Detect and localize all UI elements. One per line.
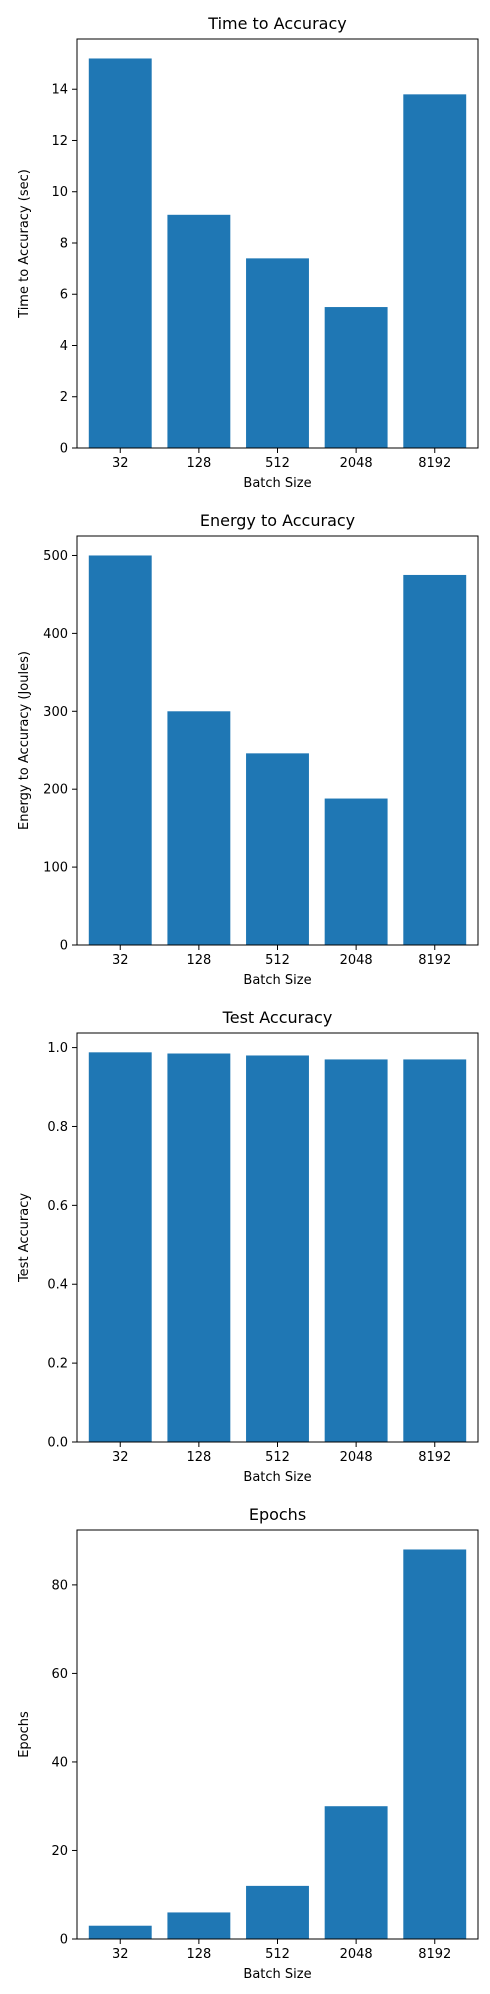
x-tick-label: 8192	[418, 953, 451, 968]
x-tick-label: 8192	[418, 1947, 451, 1962]
y-tick-label: 8	[60, 236, 68, 251]
bar-32	[88, 1052, 152, 1442]
chart-title: Energy to Accuracy	[200, 511, 355, 530]
x-tick-label: 2048	[340, 953, 373, 968]
y-tick-label: 0	[60, 442, 68, 457]
y-axis-label: Energy to Accuracy (Joules)	[17, 651, 32, 830]
y-tick-label: 10	[51, 185, 68, 200]
x-tick-label: 8192	[418, 1450, 451, 1465]
bar-2048	[324, 798, 388, 945]
bar-128	[167, 1912, 231, 1939]
y-tick-label: 200	[43, 783, 68, 798]
y-tick-label: 0.0	[47, 1436, 68, 1451]
y-tick-label: 0.6	[47, 1199, 68, 1214]
bar-512	[246, 1885, 309, 1939]
x-tick-label: 512	[265, 1450, 290, 1465]
y-tick-label: 80	[51, 1578, 68, 1593]
x-tick-label: 32	[112, 456, 129, 471]
x-tick-label: 32	[112, 1450, 129, 1465]
bar-8192	[403, 1059, 467, 1442]
bar-128	[167, 214, 231, 448]
y-tick-label: 60	[51, 1667, 68, 1682]
plot-frame	[76, 38, 479, 449]
x-tick-label: 128	[186, 1947, 211, 1962]
x-tick-label: 2048	[340, 1947, 373, 1962]
x-tick-label: 32	[112, 953, 129, 968]
plot-frame	[76, 1529, 479, 1940]
plot-frame	[76, 535, 479, 946]
bar-2048	[324, 1806, 388, 1939]
y-tick-label: 1.0	[47, 1041, 68, 1056]
bar-8192	[403, 574, 467, 945]
chart-title: Time to Accuracy	[207, 14, 346, 33]
bar-128	[167, 711, 231, 945]
y-axis-label: Epochs	[17, 1711, 32, 1758]
y-tick-label: 100	[43, 861, 68, 876]
y-tick-label: 2	[60, 390, 68, 405]
y-tick-label: 300	[43, 705, 68, 720]
bar-512	[246, 753, 309, 945]
bar-32	[88, 1925, 152, 1939]
x-axis-label: Batch Size	[243, 973, 311, 988]
y-tick-label: 40	[51, 1755, 68, 1770]
bar-2048	[324, 307, 388, 448]
bar-32	[88, 555, 152, 945]
chart-title: Test Accuracy	[222, 1008, 333, 1027]
chart-title: Epochs	[249, 1505, 306, 1524]
y-tick-label: 12	[51, 134, 68, 149]
x-tick-label: 128	[186, 953, 211, 968]
y-tick-label: 20	[51, 1844, 68, 1859]
y-tick-label: 0	[60, 939, 68, 954]
x-tick-label: 128	[186, 456, 211, 471]
bar-2048	[324, 1059, 388, 1442]
x-tick-label: 2048	[340, 456, 373, 471]
bar-128	[167, 1053, 231, 1442]
bar-512	[246, 1055, 309, 1442]
bar-8192	[403, 94, 467, 448]
x-tick-label: 2048	[340, 1450, 373, 1465]
y-tick-label: 0.4	[47, 1278, 68, 1293]
bar-512	[246, 258, 309, 448]
bar-8192	[403, 1549, 467, 1939]
y-tick-label: 0	[60, 1933, 68, 1948]
x-tick-label: 512	[265, 1947, 290, 1962]
y-tick-label: 4	[60, 339, 68, 354]
y-tick-label: 500	[43, 549, 68, 564]
x-tick-label: 32	[112, 1947, 129, 1962]
x-tick-label: 512	[265, 953, 290, 968]
plot-frame	[76, 1032, 479, 1443]
y-tick-label: 0.8	[47, 1120, 68, 1135]
y-tick-label: 400	[43, 627, 68, 642]
y-axis-label: Test Accuracy	[17, 1193, 32, 1283]
x-tick-label: 512	[265, 456, 290, 471]
x-tick-label: 8192	[418, 456, 451, 471]
x-tick-label: 128	[186, 1450, 211, 1465]
y-tick-label: 6	[60, 288, 68, 303]
x-axis-label: Batch Size	[243, 1470, 311, 1485]
y-axis-label: Time to Accuracy (sec)	[17, 169, 32, 319]
y-tick-label: 0.2	[47, 1357, 68, 1372]
x-axis-label: Batch Size	[243, 1967, 311, 1982]
x-axis-label: Batch Size	[243, 476, 311, 491]
y-tick-label: 14	[51, 83, 68, 98]
bar-32	[88, 58, 152, 448]
